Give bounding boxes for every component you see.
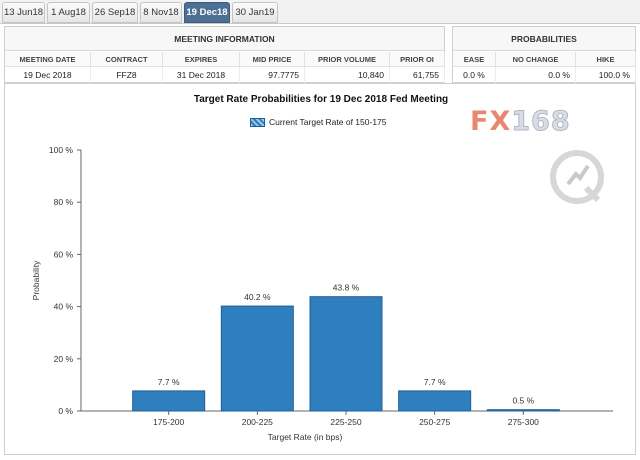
meeting-tabs: 13 Jun18 1 Aug18 26 Sep18 8 Nov18 19 Dec… <box>0 0 640 24</box>
bar-225-250 <box>309 296 383 412</box>
col-mid-price: MID PRICE <box>240 52 305 67</box>
prior-volume-value: 10,840 <box>305 67 390 84</box>
tab-8-nov18[interactable]: 8 Nov18 <box>140 2 182 23</box>
ease-value: 0.0 % <box>453 67 496 84</box>
data-label: 40.2 % <box>244 292 271 302</box>
y-tick-label: 40 % <box>54 302 74 312</box>
col-ease: EASE <box>453 52 496 67</box>
data-label: 0.5 % <box>512 396 534 406</box>
bar-200-225 <box>220 305 294 412</box>
y-axis-title: Probability <box>31 260 41 300</box>
fx168-logo: FX168 <box>470 106 571 138</box>
x-tick-label: 275-300 <box>508 417 539 427</box>
legend-swatch <box>250 118 265 127</box>
logo-number: 168 <box>511 106 571 138</box>
y-tick-label: 80 % <box>54 197 74 207</box>
chart-panel: Target Rate Probabilities for 19 Dec 201… <box>4 83 636 455</box>
tab-19-dec18[interactable]: 19 Dec18 <box>184 2 230 23</box>
bar-275-300 <box>486 409 560 412</box>
col-no-change: NO CHANGE <box>496 52 576 67</box>
x-tick-label: 200-225 <box>242 417 273 427</box>
hike-value: 100.0 % <box>576 67 636 84</box>
meeting-date-value: 19 Dec 2018 <box>5 67 91 84</box>
col-expires: EXPIRES <box>163 52 240 67</box>
prior-oi-value: 61,755 <box>390 67 445 84</box>
legend-label: Current Target Rate of 150-175 <box>269 117 387 127</box>
tab-26-sep18[interactable]: 26 Sep18 <box>92 2 138 23</box>
bar-250-275 <box>398 390 472 412</box>
chart-title: Target Rate Probabilities for 19 Dec 201… <box>193 94 449 105</box>
x-tick-label: 225-250 <box>330 417 361 427</box>
probability-bar-chart: 0 % 20 % 40 % 60 % 80 % 100 % 7.7 % 175-200 40.2… <box>31 145 613 442</box>
col-prior-oi: PRIOR OI <box>390 52 445 67</box>
contract-value: FFZ8 <box>91 67 163 84</box>
y-tick-label: 20 % <box>54 354 74 364</box>
data-label: 7.7 % <box>424 377 446 387</box>
x-tick-label: 175-200 <box>153 417 184 427</box>
col-contract: CONTRACT <box>91 52 163 67</box>
x-axis-title: Target Rate (in bps) <box>268 432 343 442</box>
logo-text: FX <box>470 106 512 137</box>
data-label: 7.7 % <box>158 377 180 387</box>
meeting-information-title: MEETING INFORMATION <box>5 27 444 51</box>
expires-value: 31 Dec 2018 <box>163 67 240 84</box>
x-tick-label: 250-275 <box>419 417 450 427</box>
y-tick-label: 0 % <box>58 406 73 416</box>
col-meeting-date: MEETING DATE <box>5 52 91 67</box>
watermark-icon <box>550 150 604 204</box>
y-tick-label: 60 % <box>54 249 74 259</box>
no-change-value: 0.0 % <box>496 67 576 84</box>
col-hike: HIKE <box>576 52 636 67</box>
probabilities-title: PROBABILITIES <box>453 27 635 51</box>
data-label: 43.8 % <box>333 283 360 293</box>
col-prior-volume: PRIOR VOLUME <box>305 52 390 67</box>
y-tick-label: 100 % <box>49 145 74 155</box>
probabilities-panel: PROBABILITIES EASE NO CHANGE HIKE 0.0 % … <box>452 26 636 84</box>
meeting-information-panel: MEETING INFORMATION MEETING DATE CONTRAC… <box>4 26 445 84</box>
bar-175-200 <box>132 390 206 412</box>
mid-price-value: 97.7775 <box>240 67 305 84</box>
tab-13-jun18[interactable]: 13 Jun18 <box>2 2 45 23</box>
tab-1-aug18[interactable]: 1 Aug18 <box>47 2 90 23</box>
tab-30-jan19[interactable]: 30 Jan19 <box>232 2 278 23</box>
